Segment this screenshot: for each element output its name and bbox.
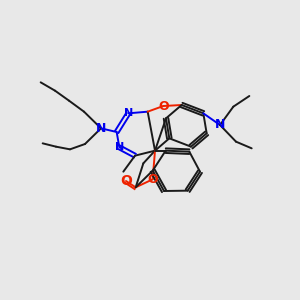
Text: O: O [147, 173, 158, 186]
Text: O: O [120, 174, 132, 188]
Text: N: N [124, 108, 133, 118]
Text: N: N [96, 122, 106, 135]
Text: O: O [158, 100, 169, 112]
Text: N: N [115, 142, 124, 152]
Text: N: N [215, 118, 225, 131]
